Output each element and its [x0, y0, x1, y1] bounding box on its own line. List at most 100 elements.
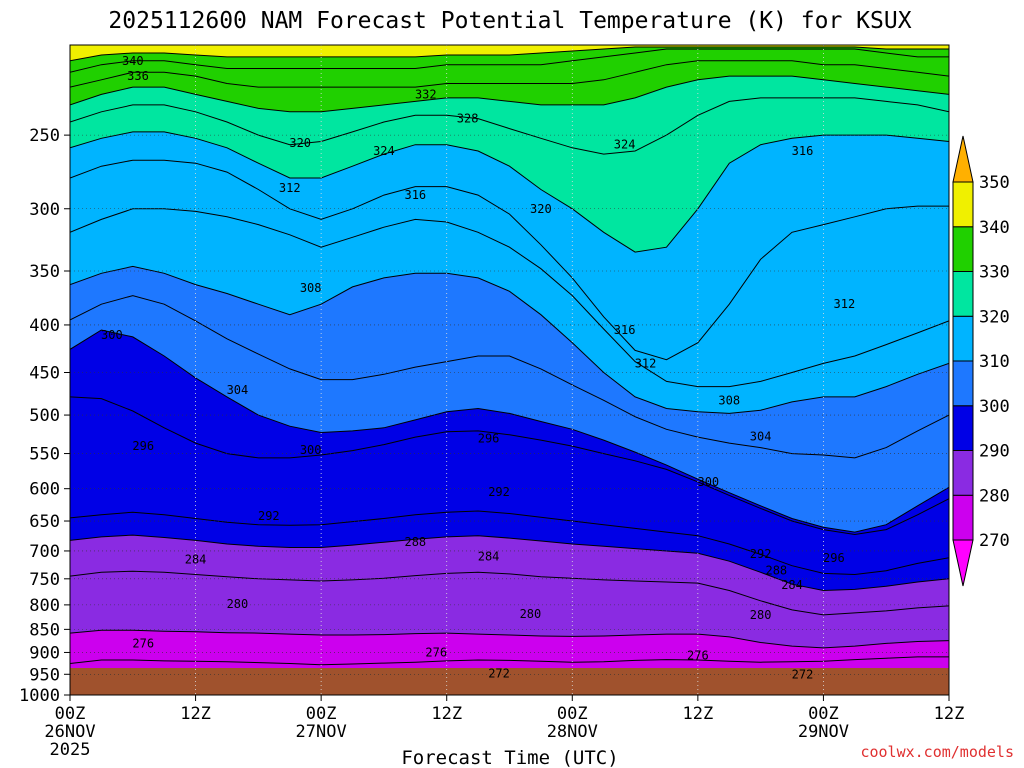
theta-band-312	[70, 160, 949, 387]
isentrope-284	[70, 570, 949, 616]
isentrope-336	[70, 48, 949, 73]
theta-band-332	[70, 49, 949, 88]
y-tick-label-300: 300	[29, 200, 60, 220]
colorbar-swatch-320	[952, 271, 974, 317]
contour-label-312: 312	[279, 181, 301, 195]
y-tick-label-450: 450	[29, 364, 60, 384]
y-tick-label-700: 700	[29, 542, 60, 562]
isentrope-276	[70, 656, 949, 666]
contour-label-272: 272	[488, 666, 510, 680]
isentrope-340	[70, 46, 949, 62]
colorbar-swatch-270	[952, 494, 974, 541]
contour-label-328: 328	[457, 112, 479, 126]
isentrope-300	[70, 329, 949, 533]
contour-label-324: 324	[614, 138, 636, 152]
contour-label-340: 340	[122, 54, 144, 68]
theta-band-316	[70, 131, 949, 360]
y-tick-label-500: 500	[29, 406, 60, 426]
contour-label-292: 292	[258, 509, 280, 523]
colorbar-label-290: 290	[979, 442, 1010, 462]
x-tick-label-h84: 12Z	[934, 704, 965, 724]
contour-label-320: 320	[530, 202, 552, 216]
contour-label-320: 320	[289, 136, 311, 150]
colorbar-label-310: 310	[979, 352, 1010, 372]
contour-label-280: 280	[227, 597, 249, 611]
colorbar-label-350: 350	[979, 173, 1010, 193]
isentrope-280	[70, 629, 949, 649]
contour-label-304: 304	[227, 383, 249, 397]
x-date-label-h48: 28NOV	[547, 722, 598, 742]
contour-label-324: 324	[373, 144, 395, 158]
contour-label-280: 280	[750, 608, 772, 622]
credit-link[interactable]: coolwx.com/models	[860, 743, 1014, 761]
theta-band-284	[70, 535, 949, 615]
contour-label-288: 288	[765, 564, 787, 578]
contour-label-316: 316	[792, 144, 814, 158]
chart-title: 2025112600 NAM Forecast Potential Temper…	[108, 8, 911, 34]
isentrope-292	[70, 510, 949, 576]
theta-band-276	[70, 630, 949, 665]
x-year-label: 2025	[50, 740, 91, 760]
contour-label-308: 308	[718, 393, 740, 407]
contour-label-284: 284	[781, 578, 803, 592]
contour-label-296: 296	[132, 439, 154, 453]
x-tick-label-h36: 12Z	[431, 704, 462, 724]
theta-band-296	[70, 329, 949, 535]
theta-band-300	[70, 295, 949, 533]
contour-label-276: 276	[687, 649, 709, 663]
y-tick-label-1000: 1000	[19, 686, 60, 706]
isentrope-328	[70, 75, 949, 113]
x-tick-label-h24: 00Z	[306, 704, 337, 724]
y-axis: 250 300 350 400 450 500 550 600 650 700 750 800 850 9…	[19, 126, 70, 706]
colorbar-label-300: 300	[979, 397, 1010, 417]
contour-label-332: 332	[415, 87, 437, 101]
contour-label-288: 288	[404, 535, 426, 549]
isentrope-324	[70, 97, 949, 155]
isentrope-316	[70, 159, 949, 361]
isentrope-320	[70, 131, 949, 253]
y-tick-label-800: 800	[29, 596, 60, 616]
theta-band-292	[70, 396, 949, 575]
theta-band-304	[70, 266, 949, 458]
x-tick-label-h48: 00Z	[557, 704, 588, 724]
x-tick-label-h60: 12Z	[682, 704, 713, 724]
colorbar-swatch-300	[952, 360, 974, 407]
isentrope-296	[70, 396, 949, 536]
contour-label-284: 284	[185, 553, 207, 567]
contour-label-296: 296	[823, 551, 845, 565]
theta-band-308	[70, 208, 949, 414]
isentrope-332	[70, 60, 949, 88]
ground-below-surface	[70, 668, 949, 695]
colorbar-bottom-triangle	[952, 539, 974, 587]
contour-label-304: 304	[750, 429, 772, 443]
colorbar: 270 280 290 300 310 320 330 340 350	[952, 135, 1010, 587]
contour-label-280: 280	[520, 607, 542, 621]
theta-band-320	[70, 97, 949, 253]
isentrope-304	[70, 295, 949, 459]
gridlines	[69, 45, 950, 696]
colorbar-label-330: 330	[979, 263, 1010, 283]
x-tick-label-h72: 00Z	[808, 704, 839, 724]
contour-label-300: 300	[300, 443, 322, 457]
isentrope-288	[70, 534, 949, 592]
contour-label-292: 292	[488, 485, 510, 499]
theta-band-324	[70, 76, 949, 155]
colorbar-label-320: 320	[979, 307, 1010, 327]
ground-fill	[70, 668, 949, 695]
colorbar-label-340: 340	[979, 218, 1010, 238]
contour-label-312: 312	[635, 356, 657, 370]
contour-label-276: 276	[425, 645, 447, 659]
isentrope-308	[70, 265, 949, 414]
y-tick-label-900: 900	[29, 643, 60, 663]
contour-label-316: 316	[404, 188, 426, 202]
colorbar-label-280: 280	[979, 486, 1010, 506]
contour-label-276: 276	[132, 636, 154, 650]
x-date-label-h24: 27NOV	[296, 722, 347, 742]
theta-band-328	[70, 60, 949, 112]
y-tick-label-600: 600	[29, 480, 60, 500]
colorbar-swatch-340	[952, 181, 974, 228]
y-tick-label-850: 850	[29, 620, 60, 640]
